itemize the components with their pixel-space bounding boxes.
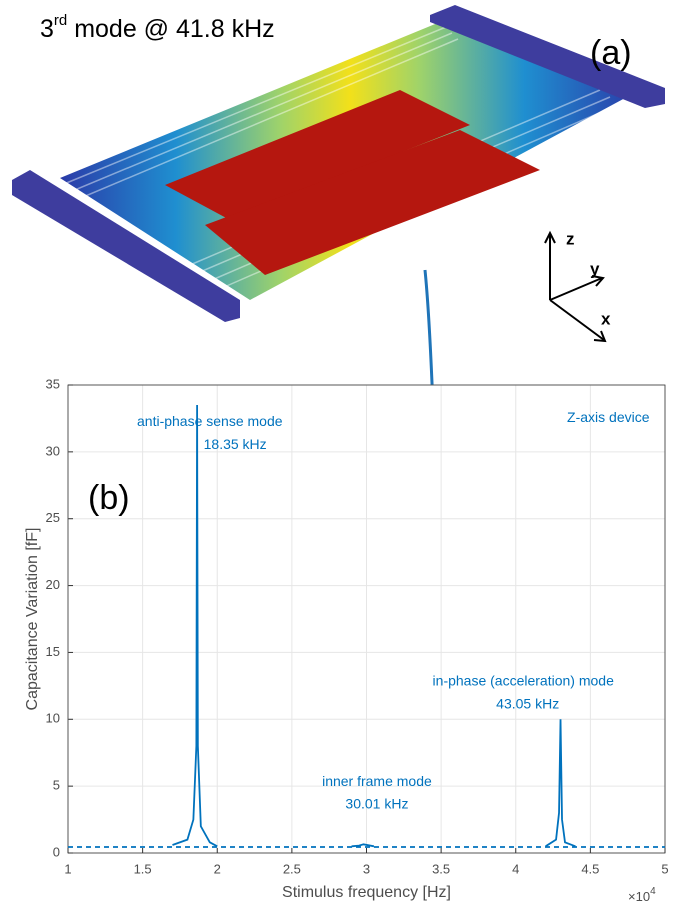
annotation: 43.05 kHz bbox=[496, 695, 559, 711]
x-tick-label: 1.5 bbox=[134, 861, 152, 876]
annotation: 18.35 kHz bbox=[204, 436, 267, 452]
x-tick-label: 5 bbox=[661, 861, 668, 876]
annotation: anti-phase sense mode bbox=[137, 413, 283, 429]
annotation: Z-axis device bbox=[567, 409, 650, 425]
x-axis-label: Stimulus frequency [Hz] bbox=[282, 884, 451, 901]
x-tick-label: 4.5 bbox=[581, 861, 599, 876]
x-tick-label: 2.5 bbox=[283, 861, 301, 876]
y-tick-label: 10 bbox=[46, 711, 60, 726]
y-tick-label: 15 bbox=[46, 644, 60, 659]
y-axis-label: Capacitance Variation [fF] bbox=[24, 528, 41, 711]
x-tick-label: 2 bbox=[214, 861, 221, 876]
x-tick-label: 3 bbox=[363, 861, 370, 876]
axis-z: z bbox=[566, 229, 575, 248]
x-multiplier: ×104 bbox=[628, 886, 656, 905]
y-tick-label: 5 bbox=[53, 778, 60, 793]
y-tick-label: 20 bbox=[46, 577, 60, 592]
annotation: in-phase (acceleration) mode bbox=[433, 673, 615, 689]
y-tick-label: 25 bbox=[46, 510, 60, 525]
annotation: inner frame mode bbox=[322, 773, 432, 789]
axis-y: y bbox=[590, 259, 600, 278]
annotation: 30.01 kHz bbox=[345, 796, 408, 812]
figure: 3rd mode @ 41.8 kHz (a) z y x 0510152025… bbox=[0, 0, 699, 912]
y-tick-label: 0 bbox=[53, 844, 60, 859]
title: 3rd mode @ 41.8 kHz bbox=[40, 12, 275, 43]
y-tick-label: 30 bbox=[46, 443, 60, 458]
axis-x: x bbox=[601, 309, 611, 328]
x-tick-label: 4 bbox=[512, 861, 519, 876]
x-tick-label: 3.5 bbox=[432, 861, 450, 876]
panel-label: (b) bbox=[88, 479, 130, 517]
triad bbox=[545, 233, 605, 341]
chart: 0 5 10 15 20 25 30 35 1 1.5 2 2.5 3 3.5 4 4.5 5 anti-phas… bbox=[24, 376, 668, 904]
multiplier-power: 4 bbox=[650, 886, 656, 897]
multiplier-base: ×10 bbox=[628, 889, 650, 904]
panel-label: (a) bbox=[590, 34, 632, 72]
x-tick-label: 1 bbox=[64, 861, 71, 876]
y-tick-label: 35 bbox=[46, 376, 60, 391]
